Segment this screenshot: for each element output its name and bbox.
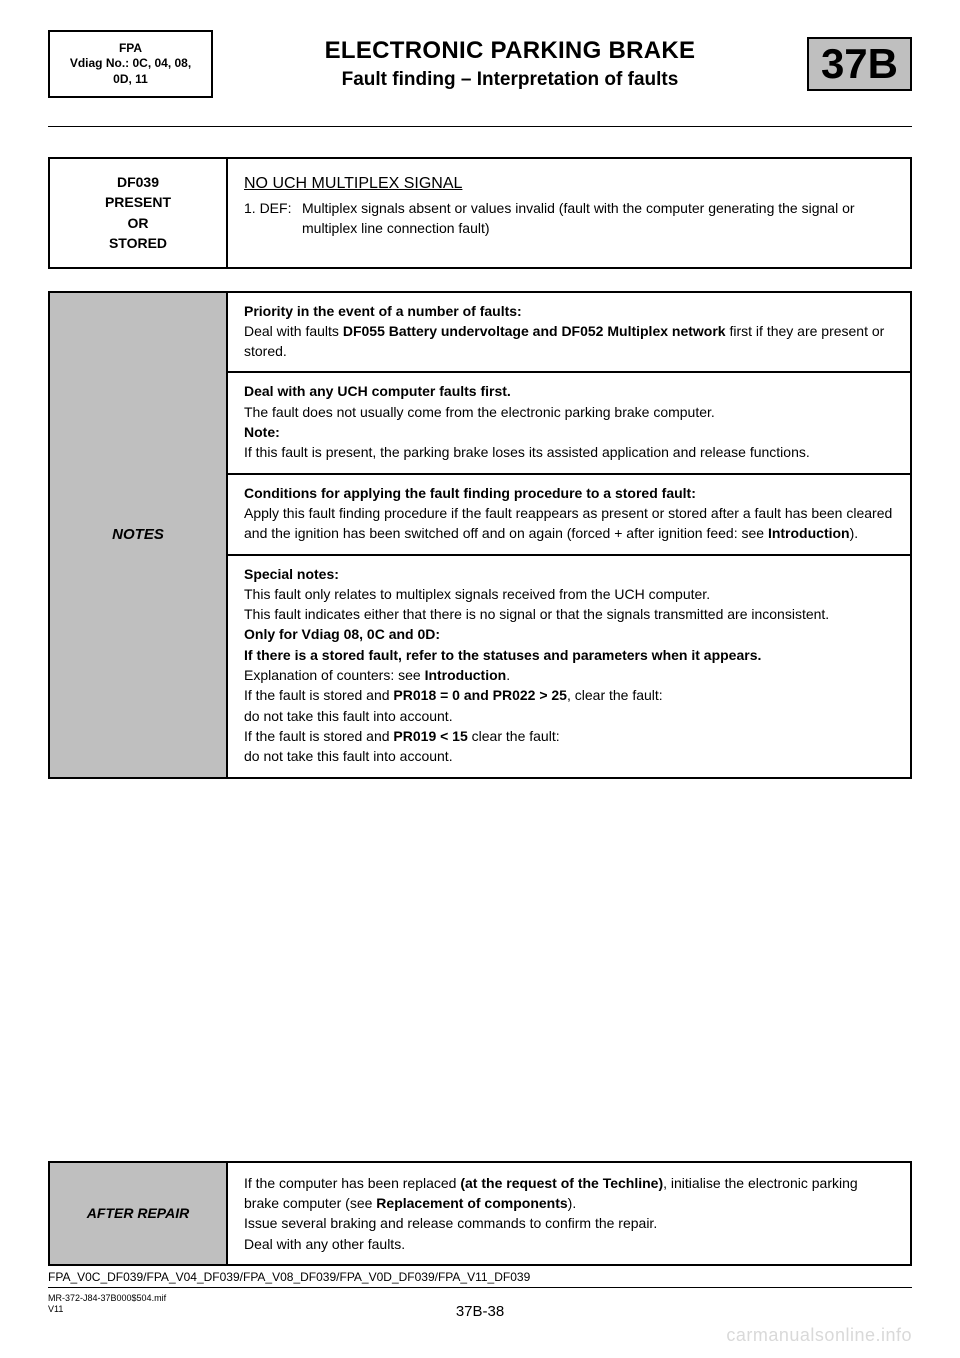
fault-state-stored: STORED — [109, 235, 167, 251]
special-vdiag-heading: Only for Vdiag 08, 0C and 0D: — [244, 626, 440, 642]
watermark: carmanualsonline.info — [726, 1325, 912, 1346]
notes-cell-uch: Deal with any UCH computer faults first.… — [228, 373, 910, 474]
header-center: ELECTRONIC PARKING BRAKE Fault finding –… — [223, 37, 797, 91]
header-left-line1: FPA — [119, 41, 142, 57]
doc-title: ELECTRONIC PARKING BRAKE — [223, 37, 797, 65]
special-counters-a: Explanation of counters: see — [244, 667, 425, 683]
notes-cell-conditions: Conditions for applying the fault findin… — [228, 475, 910, 556]
after-b1b: (at the request of the Techline) — [460, 1175, 663, 1191]
page-header: FPA Vdiag No.: 0C, 04, 08, 0D, 11 ELECTR… — [48, 30, 912, 98]
fault-state-present: PRESENT — [105, 194, 171, 210]
after-b1d: Replacement of components — [376, 1195, 567, 1211]
special-text1: This fault only relates to multiplex sig… — [244, 586, 710, 602]
priority-text-bold: DF055 Battery undervoltage and DF052 Mul… — [343, 323, 726, 339]
fault-code-cell: DF039 PRESENT OR STORED — [50, 159, 228, 267]
special-text2: This fault indicates either that there i… — [244, 606, 829, 622]
after-t3: Deal with any other faults. — [244, 1236, 405, 1252]
notes-cell-priority: Priority in the event of a number of fau… — [228, 293, 910, 374]
header-left-line2: Vdiag No.: 0C, 04, 08, — [70, 56, 191, 72]
special-pr019-a: If the fault is stored and — [244, 728, 393, 744]
special-pr019-c: clear the fault: — [468, 728, 560, 744]
fault-state-or: OR — [128, 215, 149, 231]
fault-code: DF039 — [117, 174, 159, 190]
after-repair-content: If the computer has been replaced (at th… — [228, 1163, 910, 1264]
header-left-box: FPA Vdiag No.: 0C, 04, 08, 0D, 11 — [48, 30, 213, 98]
fault-def-row: 1. DEF: Multiplex signals absent or valu… — [244, 199, 894, 238]
header-left-line3: 0D, 11 — [113, 72, 148, 88]
fault-title: NO UCH MULTIPLEX SIGNAL — [244, 173, 894, 195]
header-rule — [48, 126, 912, 127]
uch-text1: The fault does not usually come from the… — [244, 404, 715, 420]
fault-def-num: 1. DEF: — [244, 199, 302, 238]
after-repair-box: AFTER REPAIR If the computer has been re… — [48, 1161, 912, 1266]
special-heading: Special notes: — [244, 566, 339, 582]
notes-label-cell: NOTES — [50, 293, 228, 777]
page: FPA Vdiag No.: 0C, 04, 08, 0D, 11 ELECTR… — [0, 0, 960, 1358]
doc-subtitle: Fault finding – Interpretation of faults — [223, 69, 797, 91]
special-pr018-a: If the fault is stored and — [244, 687, 393, 703]
reference-line: FPA_V0C_DF039/FPA_V04_DF039/FPA_V08_DF03… — [48, 1270, 912, 1288]
section-code-box: 37B — [807, 37, 912, 91]
page-number: 37B-38 — [0, 1303, 960, 1320]
notes-cell-special: Special notes: This fault only relates t… — [228, 556, 910, 777]
special-stored-heading: If there is a stored fault, refer to the… — [244, 647, 761, 663]
special-counters-bold: Introduction — [425, 667, 507, 683]
conditions-heading: Conditions for applying the fault findin… — [244, 485, 696, 501]
priority-heading: Priority in the event of a number of fau… — [244, 303, 522, 319]
conditions-text-c: ). — [850, 525, 859, 541]
notes-content: Priority in the event of a number of fau… — [228, 293, 910, 777]
uch-note-label: Note: — [244, 424, 280, 440]
special-pr018-note: do not take this fault into account. — [244, 708, 453, 724]
after-t1e: ). — [568, 1195, 577, 1211]
priority-text-a: Deal with faults — [244, 323, 343, 339]
special-counters-c: . — [506, 667, 510, 683]
notes-box: NOTES Priority in the event of a number … — [48, 291, 912, 779]
special-pr018-c: , clear the fault: — [567, 687, 663, 703]
after-repair-label: AFTER REPAIR — [50, 1163, 228, 1264]
special-pr019-bold: PR019 < 15 — [393, 728, 467, 744]
special-pr019-note: do not take this fault into account. — [244, 748, 453, 764]
after-t2: Issue several braking and release comman… — [244, 1215, 657, 1231]
uch-heading: Deal with any UCH computer faults first. — [244, 383, 511, 399]
fault-def-text: Multiplex signals absent or values inval… — [302, 199, 894, 238]
uch-note-text: If this fault is present, the parking br… — [244, 444, 810, 460]
fault-description-cell: NO UCH MULTIPLEX SIGNAL 1. DEF: Multiple… — [228, 159, 910, 267]
conditions-text-bold: Introduction — [768, 525, 850, 541]
after-t1a: If the computer has been replaced — [244, 1175, 460, 1191]
fault-header-box: DF039 PRESENT OR STORED NO UCH MULTIPLEX… — [48, 157, 912, 269]
special-pr018-bold: PR018 = 0 and PR022 > 25 — [393, 687, 567, 703]
